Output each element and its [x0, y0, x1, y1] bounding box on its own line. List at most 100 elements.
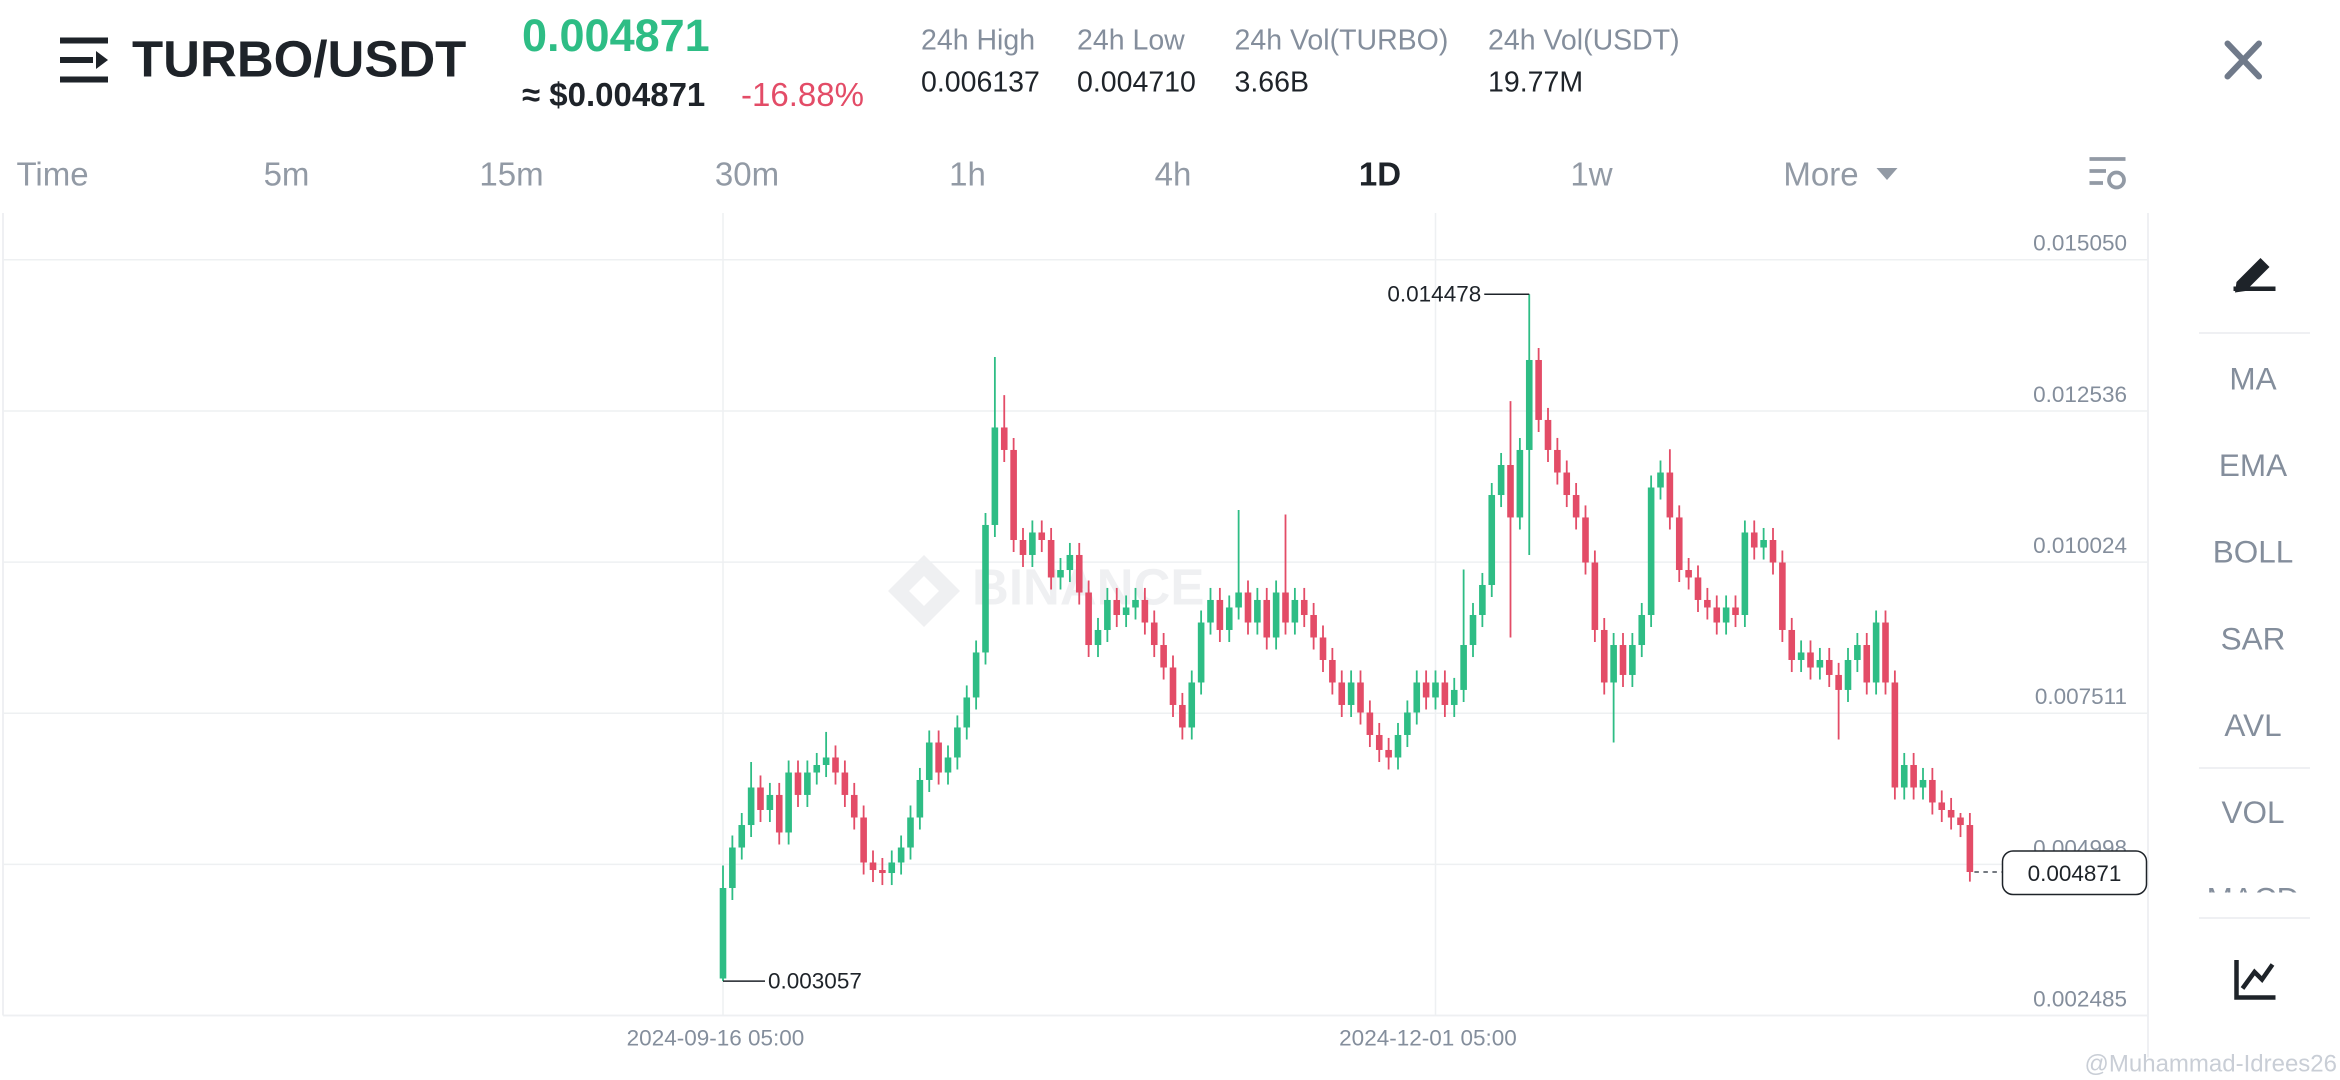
- toolbar-separators: [2199, 332, 2310, 919]
- candle-body: [1085, 592, 1092, 646]
- stat-value: 19.77M: [1488, 67, 1583, 99]
- candle-body: [1675, 517, 1683, 571]
- candle-body: [757, 787, 764, 810]
- stat-value: 0.006137: [921, 67, 1040, 99]
- candle-body: [1057, 570, 1064, 578]
- candle-body: [1497, 465, 1505, 496]
- indicator[interactable]: BOLL: [2213, 534, 2294, 570]
- indicator[interactable]: AVL: [2224, 707, 2281, 743]
- candle-body: [869, 862, 877, 871]
- x-tick-label: 2024-12-01 05:00: [1339, 1025, 1517, 1050]
- more-arrow[interactable]: [1876, 168, 1898, 180]
- candle-body: [1441, 682, 1449, 705]
- candle-body: [1507, 465, 1514, 518]
- candle-body: [1132, 599, 1139, 608]
- candle-body: [907, 817, 914, 848]
- candle-body: [1272, 592, 1280, 638]
- candle-body: [719, 887, 727, 979]
- y-tick-label: 0.012536: [2033, 382, 2127, 407]
- candle-body: [1235, 592, 1242, 608]
- indicator[interactable]: MACD: [2207, 881, 2300, 917]
- candle-body: [841, 772, 849, 795]
- candle-body: [1516, 449, 1524, 518]
- candle-body: [1854, 645, 1861, 660]
- candle-body: [1554, 449, 1561, 473]
- candle-body: [1638, 615, 1646, 646]
- candle-body: [925, 742, 933, 780]
- candle-body: [1216, 599, 1224, 630]
- candle-body: [1413, 682, 1421, 713]
- candle-body: [1779, 562, 1786, 630]
- candle-body: [1104, 599, 1111, 630]
- candle-body: [794, 772, 802, 795]
- timeframe-tab[interactable]: 30m: [715, 156, 779, 193]
- timeframe-tab[interactable]: Time: [17, 156, 89, 193]
- candle-body: [1919, 779, 1927, 788]
- stat-label: 24h Vol(TURBO): [1235, 25, 1449, 57]
- candle-body: [832, 757, 839, 773]
- menu-icon[interactable]: [60, 37, 108, 83]
- candle-body: [766, 794, 774, 810]
- timeframe-tab[interactable]: More: [1783, 156, 1858, 193]
- candle-body: [1825, 659, 1833, 675]
- indicator[interactable]: VOL: [2221, 794, 2284, 830]
- candle-body: [1525, 359, 1533, 450]
- candle-body: [1207, 599, 1214, 623]
- candle-body: [1038, 532, 1046, 541]
- candle-body: [1582, 517, 1589, 563]
- candle-body: [1197, 622, 1205, 683]
- candle-body: [1629, 645, 1636, 675]
- candle-body: [1254, 599, 1261, 623]
- timeframe-tab[interactable]: 1D: [1359, 156, 1401, 193]
- candle-body: [775, 794, 783, 833]
- candle-body: [738, 825, 746, 848]
- pair: TURBO/USDT: [132, 30, 466, 87]
- candle-body: [1563, 472, 1571, 496]
- indicator[interactable]: SAR: [2221, 620, 2286, 656]
- candle-body: [1113, 599, 1121, 616]
- high-label: 0.014478: [1387, 282, 1481, 307]
- candle-body: [1047, 540, 1055, 578]
- candle-body: [1891, 682, 1899, 788]
- last-price-box: [2001, 850, 2148, 896]
- candle-body: [888, 862, 896, 874]
- candle-body: [1713, 607, 1721, 623]
- plot: 0.0150500.0125360.0100240.0075110.004998…: [3, 213, 2148, 1050]
- candle-body: [729, 847, 736, 888]
- candle-body: [1075, 554, 1083, 593]
- candle-body: [1732, 607, 1739, 616]
- candle-body: [1066, 554, 1074, 571]
- candle-body: [1469, 615, 1477, 646]
- candle-body: [1666, 472, 1674, 518]
- timeframe-tab[interactable]: 1h: [949, 156, 986, 193]
- candle-body: [1329, 659, 1336, 683]
- chart-settings-icon[interactable]: [2089, 157, 2126, 190]
- close-button[interactable]: [2224, 40, 2262, 80]
- candle-body: [1544, 419, 1552, 450]
- stat-value: 3.66B: [1235, 67, 1309, 99]
- indicator[interactable]: MA: [2229, 360, 2276, 396]
- candle-body: [1282, 592, 1289, 623]
- candle-body: [1479, 584, 1486, 616]
- stat-label: 24h Low: [1077, 25, 1185, 57]
- draw-tool-icon[interactable]: [2233, 258, 2276, 293]
- candle-body: [1432, 682, 1439, 698]
- timeframe-tab[interactable]: 5m: [264, 156, 310, 193]
- candle-body: [1610, 645, 1617, 683]
- indicator-chart-icon[interactable]: [2234, 960, 2276, 1000]
- timeframe-tab[interactable]: 4h: [1155, 156, 1192, 193]
- candle-body: [963, 697, 971, 728]
- candle-body: [1225, 607, 1233, 630]
- timeframe-tab[interactable]: 1w: [1570, 156, 1612, 193]
- indicator[interactable]: EMA: [2219, 447, 2287, 483]
- last-price-label: 0.004871: [2028, 861, 2122, 886]
- stats: 24h High 0.006137 24h Low 0.004710 24h Vol(T…: [921, 25, 1680, 99]
- candle-body: [944, 757, 952, 773]
- candle-body: [1244, 592, 1252, 623]
- candle-body: [982, 524, 989, 653]
- timeframe-tab[interactable]: 15m: [479, 156, 543, 193]
- watermark: @Muhammad-Idrees26: [2085, 1050, 2337, 1077]
- candle-body: [1863, 645, 1871, 683]
- candle-body: [1600, 629, 1608, 683]
